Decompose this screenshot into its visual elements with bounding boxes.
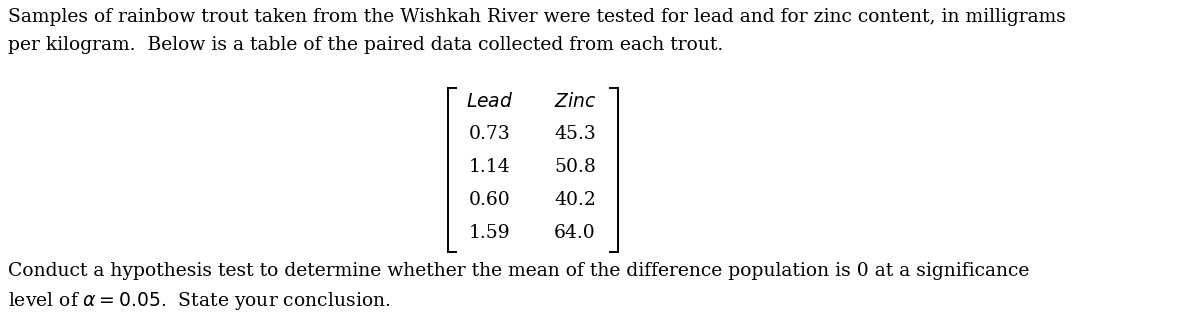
- Text: $\mathit{Lead}$: $\mathit{Lead}$: [467, 92, 514, 111]
- Text: level of $\alpha = 0.05$.  State your conclusion.: level of $\alpha = 0.05$. State your con…: [8, 290, 390, 312]
- Text: 64.0: 64.0: [554, 224, 596, 242]
- Text: $\mathit{Zinc}$: $\mathit{Zinc}$: [554, 92, 596, 111]
- Text: 40.2: 40.2: [554, 191, 596, 209]
- Text: 50.8: 50.8: [554, 158, 596, 176]
- Text: 1.59: 1.59: [469, 224, 511, 242]
- Text: per kilogram.  Below is a table of the paired data collected from each trout.: per kilogram. Below is a table of the pa…: [8, 36, 724, 54]
- Text: Samples of rainbow trout taken from the Wishkah River were tested for lead and f: Samples of rainbow trout taken from the …: [8, 8, 1066, 26]
- Text: 1.14: 1.14: [469, 158, 511, 176]
- Text: 45.3: 45.3: [554, 125, 596, 143]
- Text: Conduct a hypothesis test to determine whether the mean of the difference popula: Conduct a hypothesis test to determine w…: [8, 262, 1030, 280]
- Text: 0.60: 0.60: [469, 191, 511, 209]
- Text: 0.73: 0.73: [469, 125, 511, 143]
